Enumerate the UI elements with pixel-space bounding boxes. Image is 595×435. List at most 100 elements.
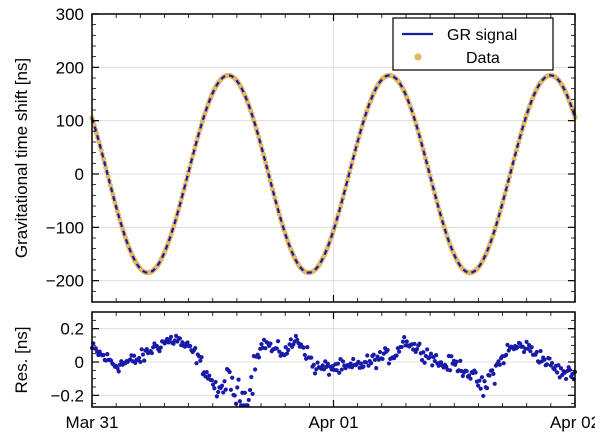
residual-point [116, 369, 121, 374]
residual-point [288, 337, 293, 342]
residual-point [377, 349, 383, 355]
residual-point [301, 345, 306, 350]
residual-point [351, 356, 356, 362]
residual-point [549, 360, 555, 366]
residual-point [315, 360, 320, 365]
residual-point [101, 352, 106, 358]
residual-point [249, 374, 254, 380]
residual-point [567, 367, 573, 373]
residual-point [236, 377, 241, 382]
residual-point [458, 358, 463, 363]
residual-point [542, 357, 547, 362]
legend: GR signal Data [392, 17, 554, 71]
data-point [258, 142, 264, 149]
residuals-y-tick-label: 0.2 [60, 320, 84, 339]
residual-point [504, 352, 509, 357]
residual-point [213, 379, 218, 385]
data-point [263, 160, 269, 166]
residual-point [302, 352, 307, 358]
residual-point [320, 363, 325, 368]
residual-point [287, 342, 292, 347]
residual-point [227, 369, 232, 375]
residual-point [207, 373, 212, 378]
residual-point [335, 361, 341, 366]
residual-point [515, 345, 520, 350]
residual-point [274, 346, 279, 351]
residual-point [496, 359, 501, 364]
residual-point [428, 351, 434, 356]
residual-point [309, 355, 314, 360]
residual-point [177, 336, 183, 341]
residual-point [284, 351, 290, 356]
data-point [276, 212, 283, 218]
residual-point [293, 333, 299, 339]
legend-gr-signal-label: GR signal [447, 27, 517, 44]
residual-point [454, 359, 459, 364]
data-point [96, 139, 102, 145]
residual-point [425, 347, 430, 352]
residual-point [371, 352, 376, 357]
residual-point [222, 379, 227, 384]
residual-point [180, 340, 185, 345]
residual-point [394, 353, 399, 358]
residual-point [305, 345, 310, 350]
residual-point [487, 373, 492, 378]
residual-point [219, 383, 225, 388]
residual-point [491, 371, 496, 376]
main-ticks: 300 200 100 0 −100 −200 [46, 5, 576, 303]
residual-point [460, 373, 465, 379]
residual-point [477, 378, 482, 383]
residual-point [375, 354, 380, 359]
residual-point [476, 383, 481, 388]
main-y-tick-label: −100 [46, 218, 84, 237]
residual-point [253, 367, 258, 372]
residual-point [230, 375, 235, 380]
residual-point [518, 341, 523, 346]
legend-data-label: Data [466, 50, 500, 67]
residual-point [412, 341, 417, 346]
residual-point [368, 361, 374, 366]
residual-point [547, 356, 552, 361]
residual-point [448, 368, 453, 373]
residual-point [430, 363, 435, 368]
residual-point [385, 347, 390, 353]
residual-point [140, 352, 146, 357]
residual-point [439, 360, 444, 365]
data-point [495, 216, 501, 222]
residual-point [295, 337, 300, 342]
residual-point [397, 349, 402, 354]
residual-point [402, 335, 407, 340]
residual-point [400, 339, 406, 344]
residual-point [268, 341, 273, 346]
residual-point [380, 356, 385, 362]
residual-point [185, 340, 190, 345]
data-point [105, 173, 111, 180]
data-point [439, 215, 445, 221]
residual-point [558, 366, 564, 371]
residual-point [232, 393, 237, 398]
residual-point [138, 359, 143, 365]
residual-point [525, 346, 530, 351]
residual-point [337, 370, 342, 375]
residual-point [168, 334, 174, 339]
data-point [110, 191, 116, 197]
residual-point [246, 397, 251, 403]
residual-point [524, 339, 529, 344]
residual-point [325, 361, 330, 366]
residual-point [497, 362, 502, 367]
residual-point [221, 390, 226, 395]
residual-point [505, 342, 510, 347]
data-point [267, 177, 273, 184]
residual-point [209, 377, 214, 383]
data-point [94, 130, 100, 136]
residual-point [142, 358, 147, 363]
residual-point [311, 362, 316, 367]
residual-point [158, 345, 163, 350]
residual-point [399, 344, 404, 350]
residual-point [563, 376, 569, 382]
residual-point [484, 386, 490, 391]
residual-point [149, 350, 154, 356]
residual-point [374, 366, 379, 371]
residual-point [137, 355, 142, 361]
residual-point [534, 349, 539, 355]
